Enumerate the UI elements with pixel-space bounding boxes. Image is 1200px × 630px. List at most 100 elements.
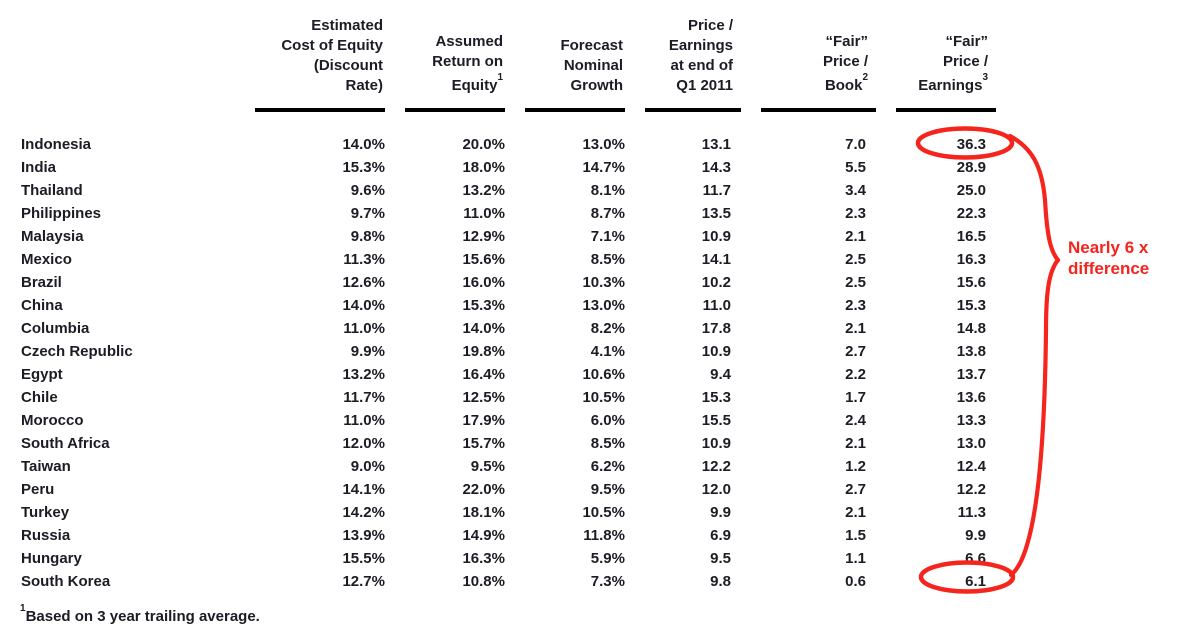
value-cell: 12.5% [462,389,505,406]
table-row: Russia 13.9% 14.9% 11.8% 6.9 1.5 9.9 [20,524,996,547]
country-cell: India [21,159,57,176]
annotation-text: Nearly 6 x difference [1068,237,1149,279]
value-cell: 13.0% [582,297,625,314]
value-cell: 18.0% [462,159,505,176]
table-row: Czech Republic 9.9% 19.8% 4.1% 10.9 2.7 13.8 [20,340,996,363]
value-cell: 6.0% [590,412,625,429]
value-cell: 16.3% [462,550,505,567]
column-header: “Fair” Price / Book2 [761,32,876,112]
value-cell: 9.4 [710,366,731,383]
value-cell: 11.0% [343,320,385,337]
value-cell: 13.8 [956,343,986,360]
value-cell: 8.1% [590,182,625,199]
column-header: Assumed Return on Equity1 [405,32,505,112]
table-row: Brazil 12.6% 16.0% 10.3% 10.2 2.5 15.6 [20,271,996,294]
table-row: Morocco 11.0% 17.9% 6.0% 15.5 2.4 13.3 [20,409,996,432]
value-cell: 1.7 [845,389,866,406]
value-cell: 15.3% [342,159,385,176]
annotation-line-1: Nearly 6 x [1068,238,1149,257]
value-cell: 25.0 [956,182,986,199]
value-cell: 16.0% [462,274,505,291]
table-row: India 15.3% 18.0% 14.7% 14.3 5.5 28.9 [20,156,996,179]
value-cell: 10.9 [701,435,731,452]
value-cell: 11.3% [343,251,385,268]
value-cell: 8.5% [590,435,625,452]
value-cell: 17.9% [462,412,505,429]
value-cell: 14.0% [342,136,385,153]
value-cell: 19.8% [462,343,505,360]
value-cell: 12.0 [701,481,731,498]
value-cell: 11.7 [702,182,731,199]
table-row: Turkey 14.2% 18.1% 10.5% 9.9 2.1 11.3 [20,501,996,524]
column-header: “Fair” Price / Earnings3 [896,32,996,112]
valuation-table: Estimated Cost of Equity (Discount Rate) Ass… [20,0,996,593]
table-row: Philippines 9.7% 11.0% 8.7% 13.5 2.3 22.3 [20,202,996,225]
value-cell: 10.9 [701,228,731,245]
country-cell: Indonesia [21,136,92,153]
table-row: Mexico 11.3% 15.6% 8.5% 14.1 2.5 16.3 [20,248,996,271]
table-row: Indonesia 14.0% 20.0% 13.0% 13.1 7.0 36.3 [20,133,996,156]
value-cell: 10.8% [462,573,505,590]
value-cell: 13.7 [956,366,986,383]
value-cell: 6.1 [965,573,986,590]
value-cell: 15.6% [462,251,505,268]
table-row: Hungary 15.5% 16.3% 5.9% 9.5 1.1 6.6 [20,547,996,570]
value-cell: 28.9 [956,159,986,176]
value-cell: 9.9 [965,527,986,544]
value-cell: 2.3 [845,205,866,222]
value-cell: 12.6% [342,274,385,291]
value-cell: 13.3 [956,412,986,429]
country-cell: Philippines [21,205,102,222]
value-cell: 16.4% [462,366,505,383]
table-row: South Korea 12.7% 10.8% 7.3% 9.8 0.6 6.1 [20,570,996,593]
value-cell: 2.1 [845,320,866,337]
country-cell: Thailand [21,182,83,199]
header-empty-cell [20,100,235,112]
value-cell: 14.1% [342,481,385,498]
value-cell: 2.7 [845,343,866,360]
value-cell: 12.9% [462,228,505,245]
annotation-line-2: difference [1068,259,1150,278]
value-cell: 7.0 [845,136,866,153]
value-cell: 14.9% [462,527,505,544]
value-cell: 8.2% [590,320,625,337]
table-body: Indonesia 14.0% 20.0% 13.0% 13.1 7.0 36.3 India… [20,133,996,593]
value-cell: 11.8% [583,527,625,544]
country-cell: Turkey [21,504,70,521]
value-cell: 8.5% [590,251,625,268]
value-cell: 9.8 [710,573,731,590]
country-cell: Hungary [21,550,82,567]
country-cell: Russia [21,527,71,544]
value-cell: 10.3% [582,274,625,291]
value-cell: 3.4 [845,182,866,199]
country-cell: Mexico [21,251,72,268]
value-cell: 15.6 [956,274,986,291]
value-cell: 2.2 [845,366,866,383]
table-row: South Africa 12.0% 15.7% 8.5% 10.9 2.1 13.0 [20,432,996,455]
value-cell: 18.1% [462,504,505,521]
country-cell: Brazil [21,274,62,291]
value-cell: 9.9 [710,504,731,521]
value-cell: 13.0% [582,136,625,153]
value-cell: 12.7% [342,573,385,590]
table-row: Malaysia 9.8% 12.9% 7.1% 10.9 2.1 16.5 [20,225,996,248]
value-cell: 2.4 [845,412,866,429]
column-header: Price / Earnings at end of Q1 2011 [645,16,741,112]
value-cell: 2.5 [845,274,866,291]
value-cell: 1.1 [845,550,866,567]
country-cell: China [21,297,63,314]
value-cell: 16.5 [956,228,986,245]
header-row: Estimated Cost of Equity (Discount Rate) Ass… [20,0,996,112]
value-cell: 2.1 [845,228,866,245]
value-cell: 1.5 [845,527,866,544]
footnote-text: Based on 3 year trailing average. [25,608,260,625]
country-cell: Peru [21,481,55,498]
country-cell: Chile [21,389,58,406]
value-cell: 11.0 [702,297,731,314]
value-cell: 12.2 [701,458,731,475]
value-cell: 15.7% [462,435,505,452]
value-cell: 7.3% [590,573,625,590]
country-cell: Malaysia [21,228,84,245]
value-cell: 12.4 [956,458,986,475]
footnote-sup: 1 [20,603,26,614]
